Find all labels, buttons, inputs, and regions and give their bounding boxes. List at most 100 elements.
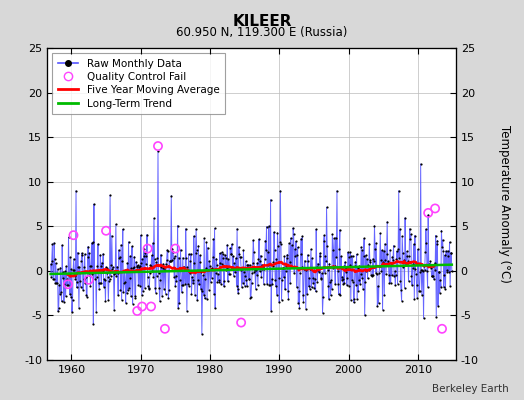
Point [201, 276, 210, 282]
Point [81, 279, 90, 286]
Point [106, 192, 114, 198]
Point [287, 235, 295, 241]
Point [350, 296, 358, 302]
Point [78, 250, 86, 256]
Point [424, 212, 432, 218]
Point [419, 315, 428, 322]
Point [77, 258, 85, 264]
Point [145, 284, 154, 291]
Point [86, 263, 94, 269]
Point [285, 240, 293, 246]
Point [222, 267, 231, 274]
Point [291, 246, 299, 252]
Point [182, 255, 191, 262]
Point [339, 276, 347, 282]
Point [61, 268, 69, 275]
Point [183, 264, 192, 270]
Point [160, 265, 169, 272]
Point [120, 280, 128, 286]
Point [369, 272, 377, 278]
Point [311, 276, 319, 282]
Point [174, 254, 183, 261]
Point [324, 283, 333, 290]
Point [409, 261, 417, 268]
Point [373, 303, 381, 310]
Point [440, 272, 449, 278]
Point [66, 291, 74, 298]
Point [127, 293, 135, 300]
Point [217, 280, 225, 287]
Point [162, 261, 170, 268]
Point [425, 262, 434, 269]
Point [123, 290, 131, 296]
Point [140, 246, 148, 252]
Point [219, 254, 227, 261]
Point [364, 262, 373, 268]
Point [323, 267, 332, 273]
Point [54, 308, 62, 314]
Point [239, 247, 248, 254]
Point [185, 283, 193, 290]
Point [48, 258, 56, 264]
Point [235, 251, 244, 257]
Point [300, 266, 308, 272]
Point [203, 244, 212, 251]
Point [258, 266, 267, 272]
Point [90, 201, 98, 207]
Point [268, 280, 277, 287]
Point [439, 248, 447, 254]
Point [389, 256, 397, 263]
Point [52, 280, 61, 286]
Point [441, 286, 450, 292]
Point [292, 284, 301, 290]
Point [225, 271, 233, 277]
Point [270, 247, 279, 253]
Point [357, 244, 365, 250]
Point [207, 266, 215, 272]
Point [115, 247, 123, 253]
Point [272, 292, 281, 298]
Point [322, 258, 330, 265]
Point [198, 287, 206, 294]
Point [236, 254, 244, 260]
Point [394, 246, 402, 252]
Point [136, 232, 145, 238]
Point [221, 252, 229, 258]
Point [81, 251, 89, 257]
Point [118, 258, 126, 264]
Point [406, 236, 414, 242]
Point [88, 270, 96, 277]
Point [300, 257, 309, 264]
Point [331, 281, 340, 288]
Point [237, 284, 246, 290]
Point [302, 306, 310, 312]
Point [431, 232, 440, 239]
Point [166, 258, 174, 264]
Point [336, 227, 344, 233]
Point [48, 241, 57, 247]
Point [255, 236, 263, 242]
Point [71, 272, 79, 279]
Point [259, 281, 268, 288]
Point [206, 263, 214, 270]
Point [226, 245, 234, 252]
Point [170, 274, 178, 280]
Point [344, 249, 352, 256]
Point [179, 254, 187, 261]
Point [350, 299, 358, 306]
Point [377, 257, 385, 263]
Point [169, 255, 178, 262]
Point [356, 280, 364, 287]
Point [434, 268, 443, 275]
Point [307, 246, 315, 252]
Point [378, 306, 387, 313]
Point [349, 279, 357, 285]
Point [299, 298, 308, 305]
Point [437, 227, 445, 234]
Point [417, 267, 425, 274]
Text: Berkeley Earth: Berkeley Earth [432, 384, 508, 394]
Point [433, 240, 441, 247]
Point [142, 252, 150, 259]
Point [340, 263, 348, 270]
Point [144, 273, 152, 280]
